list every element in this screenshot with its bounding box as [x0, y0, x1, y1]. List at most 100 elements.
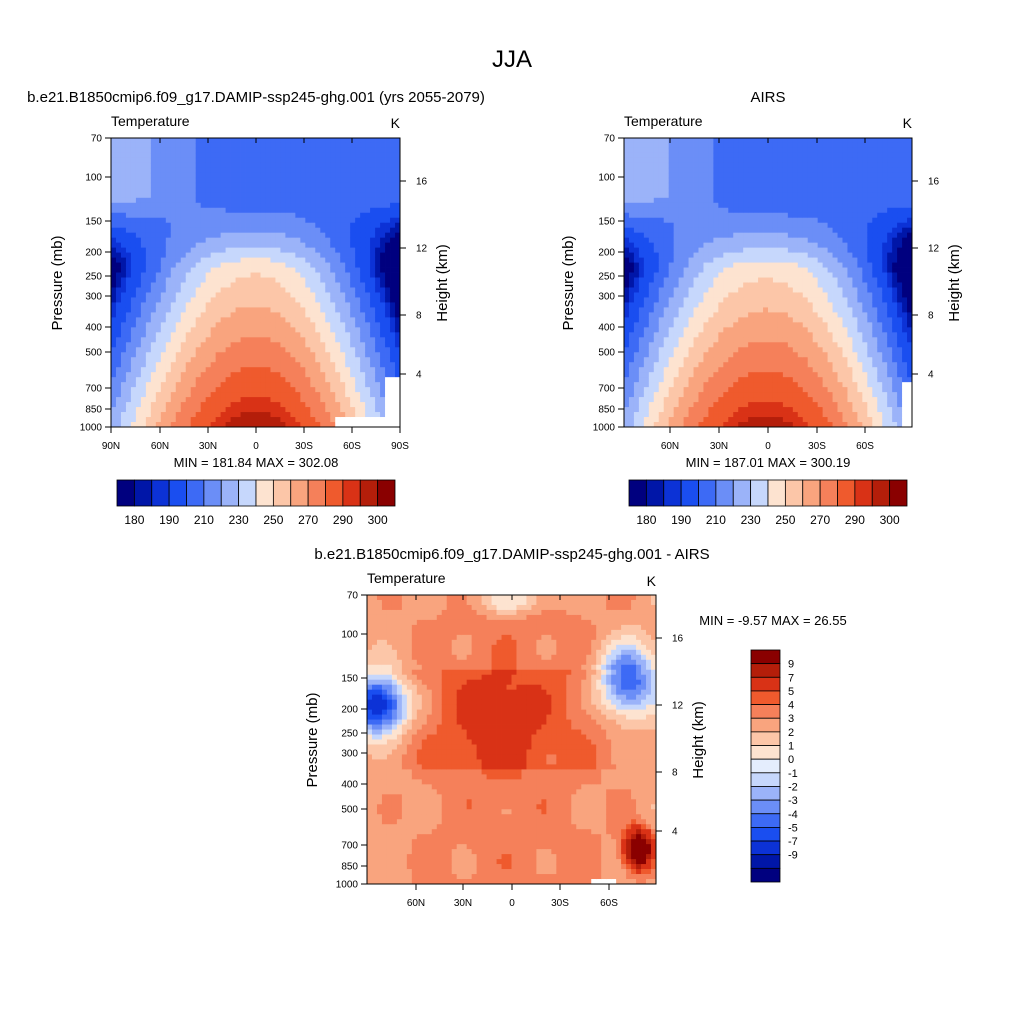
contour-cell [723, 142, 729, 149]
contour-cell [370, 422, 376, 427]
contour-cell [375, 167, 381, 174]
contour-cell [633, 397, 640, 403]
contour-cell [240, 297, 246, 303]
contour-cell [165, 162, 172, 169]
contour-cell [390, 162, 396, 169]
contour-cell [155, 242, 162, 249]
contour-cell [683, 367, 689, 373]
contour-cell [718, 202, 724, 209]
contour-cell [305, 332, 311, 338]
contour-cell [300, 267, 306, 273]
contour-cell [140, 357, 147, 363]
contour-cell [185, 142, 192, 149]
contour-cell [335, 252, 341, 258]
contour-cell [125, 382, 132, 388]
contour-cell [320, 287, 326, 293]
contour-cell [753, 217, 759, 224]
contour-cell [200, 342, 207, 348]
contour-cell [215, 337, 222, 343]
contour-cell [240, 177, 246, 184]
contour-cell [360, 397, 366, 403]
contour-cell [180, 387, 187, 393]
contour-cell [663, 327, 670, 333]
contour-cell [350, 322, 356, 328]
contour-cell [320, 292, 326, 298]
contour-cell [340, 177, 346, 184]
contour-cell [195, 177, 202, 184]
contour-cell [170, 387, 177, 393]
contour-cell [315, 157, 321, 164]
contour-cell [663, 177, 670, 184]
contour-cell [280, 212, 286, 219]
contour-cell [270, 242, 276, 249]
contour-cell [115, 152, 122, 159]
contour-cell [658, 138, 665, 144]
contour-cell [330, 212, 336, 219]
contour-cell [195, 367, 202, 373]
contour-cell [205, 187, 212, 194]
contour-cell [150, 252, 157, 258]
contour-cell [375, 227, 381, 234]
contour-cell [325, 192, 331, 199]
contour-cell [330, 302, 336, 308]
contour-cell [140, 422, 147, 427]
contour-cell [345, 177, 351, 184]
contour-cell [260, 232, 266, 239]
contour-cell [673, 377, 680, 383]
contour-cell [275, 332, 281, 338]
contour-cell [190, 197, 197, 204]
contour-cell [728, 272, 734, 278]
contour-cell [200, 387, 207, 393]
contour-cell [265, 277, 271, 283]
contour-cell [738, 397, 744, 403]
contour-cell [330, 217, 336, 224]
contour-cell [160, 197, 167, 204]
contour-cell [295, 337, 301, 343]
contour-cell [683, 227, 689, 234]
contour-cell [125, 262, 132, 268]
colorbar-swatch [377, 479, 396, 507]
contour-cell [275, 397, 281, 403]
contour-cell [155, 317, 162, 323]
contour-cell [678, 287, 684, 293]
contour-cell [643, 422, 650, 427]
contour-cell [370, 297, 376, 303]
contour-cell [320, 212, 326, 219]
contour-cell [713, 257, 719, 263]
contour-cell [205, 387, 212, 393]
contour-cell [240, 372, 246, 378]
contour-cell [663, 317, 670, 323]
contour-cell [360, 297, 366, 303]
contour-cell [200, 382, 207, 388]
contour-cell [215, 287, 222, 293]
contour-cell [748, 322, 754, 328]
contour-cell [275, 327, 281, 333]
contour-cell [260, 352, 266, 358]
contour-cell [663, 257, 670, 263]
contour-cell [205, 337, 212, 343]
contour-cell [255, 172, 261, 179]
contour-cell [295, 282, 301, 288]
contour-cell [210, 362, 217, 368]
contour-cell [648, 412, 655, 418]
contour-cell [365, 262, 371, 268]
contour-cell [125, 277, 132, 283]
contour-cell [190, 138, 197, 144]
contour-cell [111, 197, 117, 204]
contour-cell [673, 138, 680, 144]
contour-cell [340, 407, 346, 413]
contour-cell [140, 277, 147, 283]
contour-cell [753, 138, 759, 144]
contour-cell [120, 287, 127, 293]
contour-cell [345, 152, 351, 159]
contour-cell [130, 212, 137, 219]
contour-cell [345, 222, 351, 229]
contour-cell [125, 392, 132, 398]
contour-cell [235, 212, 241, 219]
contour-cell [663, 372, 670, 378]
contour-cell [230, 182, 236, 189]
contour-cell [653, 197, 660, 204]
contour-cell [713, 312, 719, 318]
contour-cell [628, 352, 635, 358]
contour-cell [230, 167, 236, 174]
